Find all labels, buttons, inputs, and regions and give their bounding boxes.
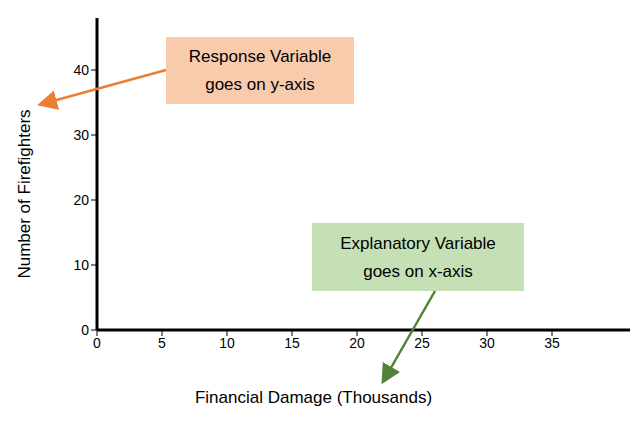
svg-text:30: 30 [73,127,89,143]
svg-text:Response Variable: Response Variable [189,47,331,66]
svg-text:35: 35 [544,335,560,351]
svg-text:Number of Firefighters: Number of Firefighters [15,109,34,278]
svg-text:30: 30 [479,335,495,351]
svg-text:5: 5 [158,335,166,351]
svg-text:20: 20 [349,335,365,351]
svg-text:0: 0 [81,322,89,338]
svg-text:40: 40 [73,62,89,78]
svg-text:goes on y-axis: goes on y-axis [205,75,315,94]
svg-text:0: 0 [93,335,101,351]
svg-text:Explanatory Variable: Explanatory Variable [340,234,496,253]
svg-text:Financial Damage (Thousands): Financial Damage (Thousands) [195,388,432,407]
svg-text:25: 25 [414,335,430,351]
svg-text:goes on x-axis: goes on x-axis [363,262,473,281]
svg-text:20: 20 [73,192,89,208]
svg-text:10: 10 [73,257,89,273]
svg-text:10: 10 [219,335,235,351]
svg-text:15: 15 [284,335,300,351]
